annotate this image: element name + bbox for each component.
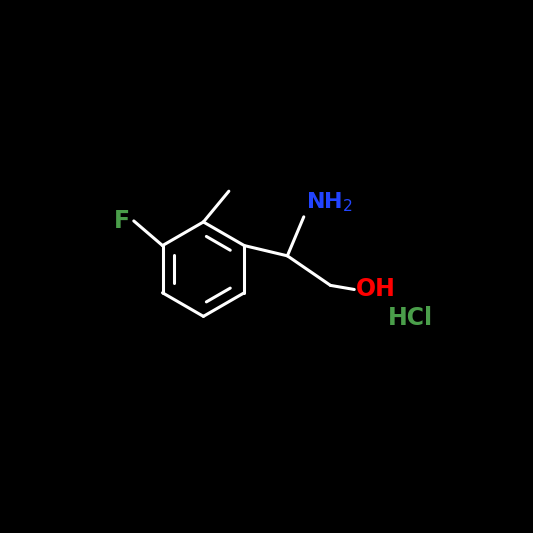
Text: NH$_2$: NH$_2$ [306,190,353,214]
Text: F: F [114,209,130,233]
Text: OH: OH [356,278,396,302]
Text: HCl: HCl [388,306,433,330]
